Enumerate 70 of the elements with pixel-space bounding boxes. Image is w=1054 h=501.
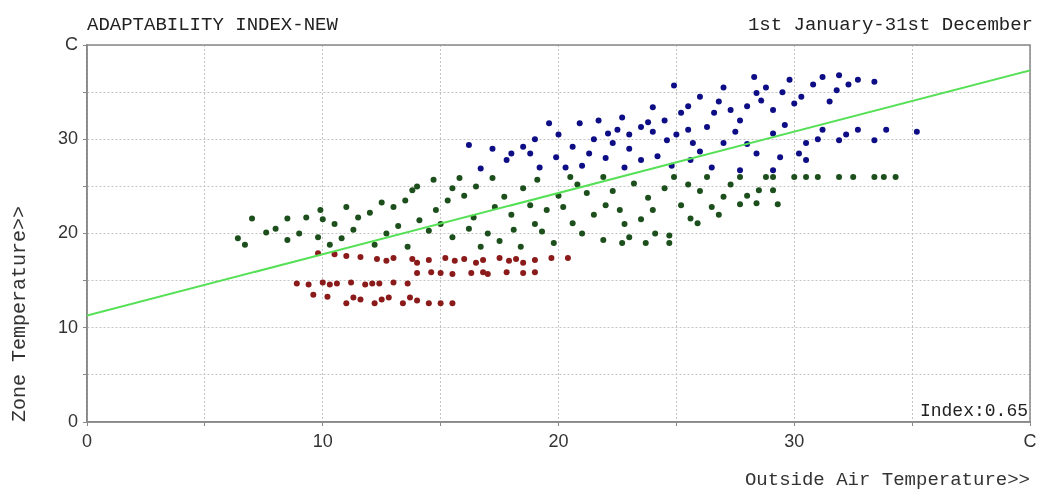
point: [505, 257, 512, 264]
point: [385, 294, 392, 301]
point: [343, 253, 350, 260]
point: [564, 255, 571, 262]
point: [425, 256, 432, 263]
y-axis-title: Zone Temperature>>: [8, 205, 32, 422]
point: [461, 255, 468, 262]
point: [319, 279, 326, 286]
x-tick-label: 30: [784, 430, 805, 451]
point: [414, 270, 421, 277]
point: [350, 294, 357, 301]
point: [369, 280, 376, 287]
point: [520, 270, 527, 277]
y-tick-label: C: [65, 33, 78, 54]
x-tick-label: 20: [548, 430, 569, 451]
point: [371, 300, 378, 307]
point: [480, 256, 487, 263]
chart-title: ADAPTABILITY INDEX-NEW: [87, 14, 339, 37]
point: [362, 281, 369, 288]
point: [496, 255, 503, 262]
point: [480, 269, 487, 276]
y-tick-label: 0: [67, 410, 78, 431]
point: [451, 257, 458, 264]
point: [373, 255, 380, 262]
point: [326, 281, 333, 288]
point: [333, 280, 340, 287]
point: [406, 294, 413, 301]
annotation: Index:0.65: [919, 400, 1028, 421]
point: [548, 255, 555, 262]
point: [520, 259, 527, 266]
x-tick-label: C: [1023, 430, 1037, 451]
point: [414, 297, 421, 304]
point: [376, 280, 383, 287]
x-tick-label: 10: [312, 430, 333, 451]
point: [468, 270, 475, 277]
point: [293, 280, 300, 287]
point: [357, 296, 364, 303]
point: [383, 257, 390, 264]
point: [449, 271, 456, 278]
point: [484, 271, 491, 278]
point: [425, 300, 432, 307]
point: [437, 270, 444, 277]
point: [404, 280, 411, 287]
y-tick-label: 30: [57, 128, 78, 149]
y-tick-label: 10: [57, 316, 78, 337]
point: [472, 259, 479, 266]
x-axis-title: Outside Air Temperature>>: [744, 468, 1030, 491]
point: [531, 256, 538, 263]
point: [409, 255, 416, 262]
point: [513, 255, 520, 262]
point: [348, 279, 355, 286]
point: [324, 293, 331, 300]
point: [414, 259, 421, 266]
point: [503, 269, 510, 276]
point: [305, 281, 312, 288]
point: [378, 296, 385, 303]
point: [437, 300, 444, 307]
point: [531, 269, 538, 276]
point: [390, 255, 397, 262]
point: [357, 254, 364, 261]
y-tick-label: 20: [57, 222, 78, 243]
point: [449, 300, 456, 307]
point: [310, 291, 317, 298]
point: [399, 300, 406, 307]
point: [343, 300, 350, 307]
chart-subtitle: 1st January-31st December: [747, 14, 1033, 37]
point: [428, 269, 435, 276]
point: [390, 279, 397, 286]
x-tick-label: 0: [81, 430, 93, 451]
point: [442, 255, 449, 262]
